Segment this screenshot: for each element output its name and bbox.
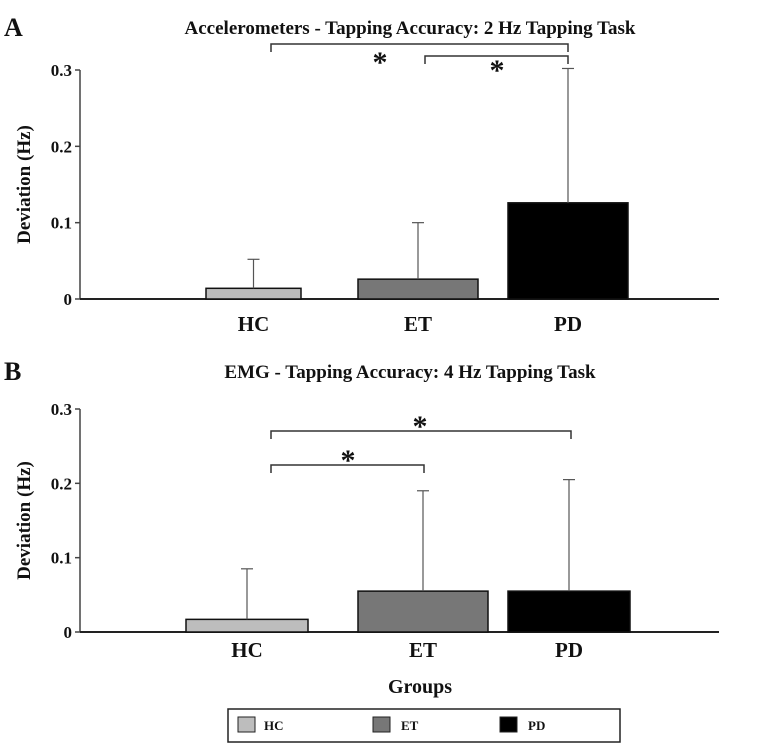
- legend-swatch-hc: [237, 716, 256, 733]
- chart-title: Accelerometers - Tapping Accuracy: 2 Hz …: [185, 18, 636, 39]
- legend-box: [227, 708, 621, 743]
- panel-letter: B: [4, 357, 21, 386]
- y-tick-label: 0.2: [51, 474, 72, 493]
- bar-et: [357, 590, 489, 633]
- x-tick-label: HC: [238, 312, 270, 336]
- bar-hc: [205, 287, 302, 300]
- significance-star: *: [341, 444, 356, 477]
- bar-et: [357, 278, 479, 300]
- x-tick-label: ET: [404, 312, 432, 336]
- significance-star: *: [490, 54, 505, 87]
- panel-letter: A: [4, 13, 23, 42]
- bar-pd: [507, 202, 629, 300]
- y-tick-label: 0.2: [51, 137, 72, 156]
- legend-swatch-et: [372, 716, 391, 733]
- y-tick-label: 0: [64, 623, 73, 642]
- bar-pd: [507, 590, 631, 633]
- y-tick-label: 0: [64, 290, 73, 309]
- significance-bracket: [270, 464, 425, 473]
- legend: HC ET PD: [227, 708, 621, 743]
- legend-label: PD: [528, 718, 545, 733]
- legend-label: ET: [401, 718, 419, 733]
- legend-swatch-pd: [499, 716, 518, 733]
- significance-star: *: [413, 410, 428, 443]
- legend-label: HC: [264, 718, 284, 733]
- x-tick-label: HC: [231, 638, 263, 662]
- y-tick-label: 0.3: [51, 61, 72, 80]
- chart-title: EMG - Tapping Accuracy: 4 Hz Tapping Tas…: [224, 362, 596, 383]
- significance-star: *: [373, 46, 388, 79]
- y-tick-label: 0.3: [51, 400, 72, 419]
- significance-bracket: [424, 55, 569, 64]
- significance-bracket: [270, 43, 569, 52]
- x-tick-label: PD: [555, 638, 583, 662]
- x-tick-label: PD: [554, 312, 582, 336]
- x-axis-label: Groups: [388, 676, 452, 698]
- x-tick-label: ET: [409, 638, 437, 662]
- panel-a-chart: A Accelerometers - Tapping Accuracy: 2 Hz…: [4, 13, 719, 336]
- y-axis-label: Deviation (Hz): [14, 125, 35, 244]
- y-tick-label: 0.1: [51, 214, 72, 233]
- panel-b-chart: B EMG - Tapping Accuracy: 4 Hz Tapping Ta…: [4, 357, 719, 698]
- significance-bracket: [270, 430, 572, 439]
- y-axis-label: Deviation (Hz): [14, 461, 35, 580]
- bar-hc: [185, 618, 309, 633]
- y-tick-label: 0.1: [51, 549, 72, 568]
